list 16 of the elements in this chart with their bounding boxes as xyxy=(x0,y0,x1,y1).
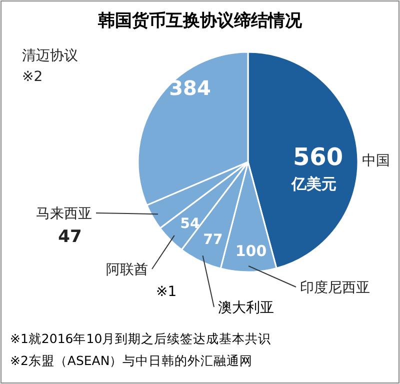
data-label: 47 xyxy=(58,227,82,247)
text: ※2东盟（ASEAN）与中日韩的外汇融通网 xyxy=(10,353,253,368)
slice-label: 清迈协议※2 xyxy=(22,48,78,85)
data-label: 560 xyxy=(292,143,344,171)
slice-label: 印度尼西亚 xyxy=(300,280,370,296)
category-label: ※1澳大利亚 xyxy=(156,284,274,316)
text: 亿美元 xyxy=(290,175,336,193)
text: ※1就2016年10月到期之后续签达成基本共识 xyxy=(10,331,272,346)
slice-label: 中国 xyxy=(362,153,390,169)
data-label: 384 xyxy=(169,76,211,100)
slice-label: 阿联酋 xyxy=(106,262,148,278)
chart-title: 韩国货币互换协议缔结情况 xyxy=(97,11,303,31)
data-label: 54 xyxy=(180,216,200,232)
data-label: 100 xyxy=(235,242,267,260)
data-label: 77 xyxy=(203,232,223,248)
slice-label: 马来西亚 xyxy=(36,206,92,222)
